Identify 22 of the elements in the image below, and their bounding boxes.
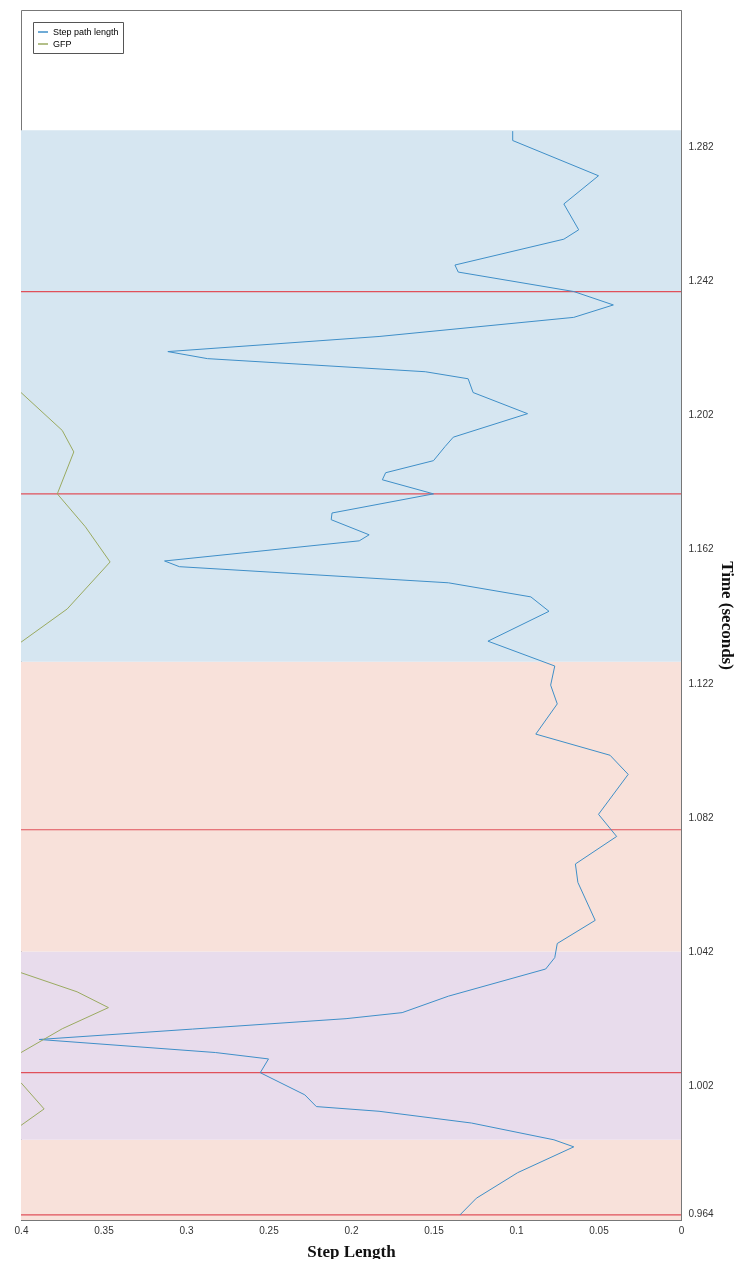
y-tick-label: 1.042	[688, 946, 714, 958]
y-tick-label: 1.122	[688, 677, 714, 689]
x-tick-label: 0.3	[179, 1224, 194, 1236]
x-tick-label: 0.1	[509, 1224, 524, 1236]
legend-label: Step path length	[53, 27, 119, 37]
x-tick-label: 0	[678, 1224, 685, 1236]
y-tick-label: 1.002	[688, 1080, 714, 1092]
x-tick-label: 0.4	[14, 1224, 29, 1236]
x-tick-label: 0.35	[94, 1224, 115, 1236]
y-tick-label: 1.162	[688, 543, 714, 555]
legend-label: GFP	[53, 39, 72, 49]
y-tick-label: 1.082	[688, 811, 714, 823]
x-tick-label: 0.15	[424, 1224, 445, 1236]
x-tick-label: 0.25	[259, 1224, 280, 1236]
y-tick-label: 0.964	[688, 1207, 714, 1219]
y-tick-label: 1.202	[688, 409, 714, 421]
y-axis-title: Time (seconds)	[717, 561, 736, 670]
line-series	[38, 130, 629, 1216]
y-tick-label: 1.282	[688, 140, 714, 152]
x-tick-label: 0.2	[344, 1224, 359, 1236]
x-tick-label: 0.05	[589, 1224, 610, 1236]
y-tick-label: 1.242	[688, 274, 714, 286]
